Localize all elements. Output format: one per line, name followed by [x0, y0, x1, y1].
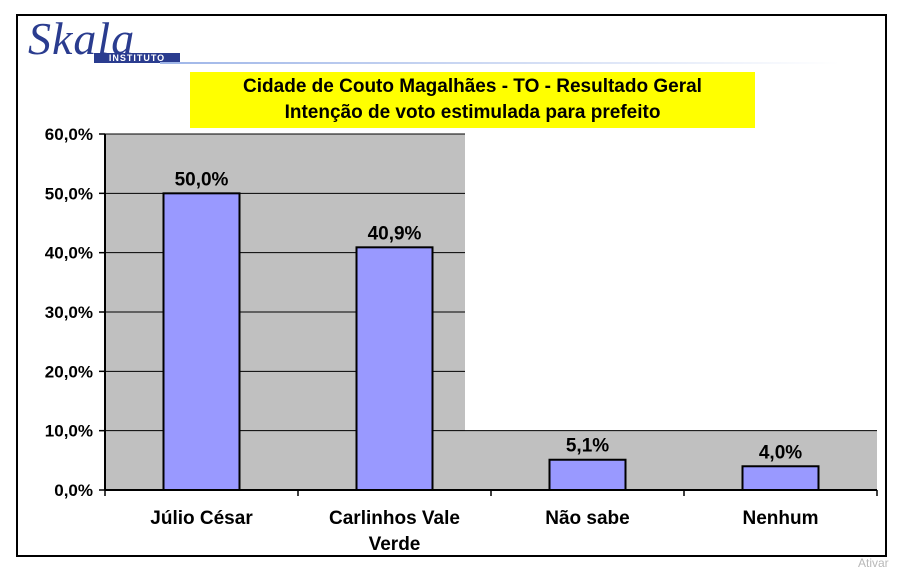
x-tick-label: Verde — [369, 534, 421, 555]
watermark-text: Ativar — [858, 556, 889, 570]
skala-logo: Skala INSTITUTO — [24, 13, 180, 70]
y-tick-label: 30,0% — [45, 303, 93, 322]
x-tick-label: Júlio César — [150, 508, 253, 529]
bar — [355, 246, 434, 491]
chart-title-box: Cidade de Couto Magalhães - TO - Resulta… — [190, 72, 755, 128]
y-tick-label: 60,0% — [45, 125, 93, 144]
bar — [162, 192, 241, 491]
data-label: 5,1% — [566, 436, 609, 457]
chart-subtitle: Intenção de voto estimulada para prefeit… — [284, 102, 661, 123]
x-tick-label: Carlinhos Vale — [329, 508, 460, 529]
data-label: 50,0% — [175, 169, 229, 190]
y-tick-label: 20,0% — [45, 362, 93, 381]
data-label: 40,9% — [368, 223, 422, 244]
chart-title: Cidade de Couto Magalhães - TO - Resulta… — [243, 76, 702, 97]
y-tick-label: 0,0% — [54, 481, 93, 500]
y-tick-label: 50,0% — [45, 184, 93, 203]
x-tick-label: Nenhum — [743, 508, 819, 529]
bar — [741, 465, 820, 491]
plot-area-white-region — [465, 134, 877, 431]
logo-subtitle: INSTITUTO — [94, 53, 180, 63]
logo-underline — [160, 62, 840, 64]
x-tick-label: Não sabe — [545, 508, 629, 529]
y-tick-label: 10,0% — [45, 422, 93, 441]
data-label: 4,0% — [759, 442, 802, 463]
bar — [548, 458, 627, 491]
y-tick-label: 40,0% — [45, 244, 93, 263]
